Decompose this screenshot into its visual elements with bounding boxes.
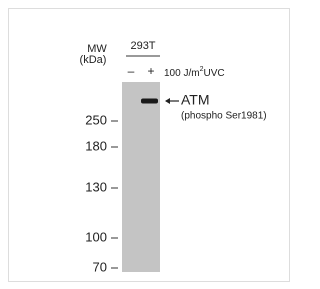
- page: MW (kDa) 293T – + 100 J/m2UVC 250 180 13…: [0, 0, 291, 284]
- figure: MW (kDa) 293T – + 100 J/m2UVC 250 180 13…: [0, 0, 291, 284]
- marker-label: 130: [85, 179, 107, 194]
- gel-lane: [122, 82, 160, 272]
- marker-label: 180: [85, 138, 107, 153]
- lane-label: –: [128, 64, 135, 78]
- treatment-suffix: UVC: [203, 68, 224, 79]
- band-label: ATM: [181, 92, 210, 108]
- treatment: 100 J/m2UVC: [164, 66, 225, 79]
- marker-label: 100: [85, 229, 107, 244]
- marker-label: 250: [85, 112, 107, 127]
- band-detail: (phospho Ser1981): [181, 111, 267, 122]
- lane-label: +: [147, 64, 154, 78]
- band: [141, 99, 158, 104]
- marker-label: 70: [93, 259, 107, 274]
- unit-label: (kDa): [80, 54, 107, 66]
- treatment-prefix: 100 J/m: [164, 68, 200, 79]
- cell-line: 293T: [130, 40, 155, 52]
